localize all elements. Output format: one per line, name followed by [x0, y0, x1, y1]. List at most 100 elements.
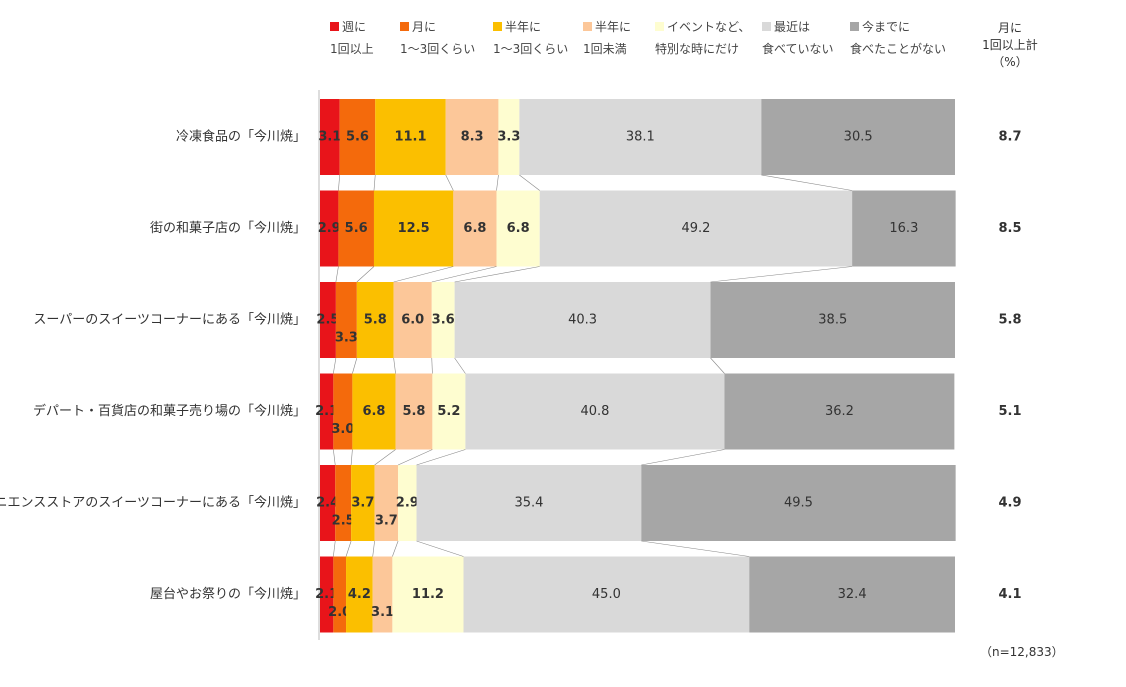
bar-segment: [749, 556, 955, 633]
value-label: 45.0: [592, 587, 621, 602]
category-label: スーパーのスイーツコーナーにある「今川焼」: [33, 312, 306, 328]
legend-label: 月に 1～3回くらい: [400, 20, 476, 56]
value-label: 2.9: [318, 221, 341, 236]
value-label: 6.8: [463, 221, 486, 236]
bar-segment: [333, 373, 353, 450]
connector: [454, 266, 540, 283]
value-label: 5.2: [437, 404, 460, 419]
bar-segment: [320, 556, 334, 633]
bar-segment: [641, 465, 956, 541]
value-label: 35.4: [514, 496, 543, 511]
value-label: 40.3: [568, 313, 597, 328]
value-label: 3.6: [432, 313, 455, 328]
value-label: 2.9: [396, 496, 419, 511]
bar-segment: [320, 465, 336, 541]
value-label: 36.2: [825, 404, 854, 419]
legend-item: 今までに 食べたことがない: [850, 16, 946, 60]
bar-segment: [372, 556, 393, 633]
category-label: デパート・百貨店の和菓子売り場の「今川焼」: [33, 403, 306, 419]
bar-segment: [335, 465, 352, 541]
legend-label: 最近は 食べていない: [762, 20, 834, 56]
bar-segment: [453, 190, 497, 267]
category-label: 街の和菓子店の「今川焼」: [150, 220, 306, 236]
total-value: 8.5: [998, 221, 1021, 236]
connector: [393, 357, 396, 374]
value-label: 2.1: [315, 587, 338, 602]
legend-label: 今までに 食べたことがない: [850, 20, 947, 56]
value-label: 2.5: [316, 313, 339, 328]
bar-segment: [496, 190, 540, 267]
value-label: 11.1: [394, 130, 426, 145]
value-label: 3.0: [331, 422, 354, 437]
value-label: 38.5: [818, 313, 847, 328]
total-value: 4.1: [998, 587, 1021, 602]
value-label: 6.8: [362, 404, 385, 419]
connector: [397, 449, 433, 466]
bar-segment: [373, 190, 454, 267]
legend-item: 週に 1回以上: [330, 16, 374, 60]
connector: [445, 174, 454, 191]
connector: [454, 357, 466, 374]
connector: [519, 174, 540, 191]
value-label: 6.8: [507, 221, 530, 236]
connector: [641, 540, 750, 557]
bar-segment: [320, 99, 340, 175]
value-label: 5.8: [364, 313, 387, 328]
bar-segment: [539, 190, 853, 267]
legend-swatch: [400, 22, 409, 31]
value-label: 30.5: [844, 130, 873, 145]
value-label: 4.2: [348, 587, 371, 602]
bar-segment: [498, 99, 520, 175]
connector: [333, 540, 336, 557]
bar-segment: [724, 373, 955, 450]
bar-segment: [338, 190, 374, 267]
value-label: 16.3: [889, 221, 918, 236]
value-label: 12.5: [398, 221, 430, 236]
legend-label: 半年に 1回未満: [583, 20, 632, 56]
bar-segment: [463, 556, 750, 633]
bar-segment: [398, 465, 417, 541]
legend-label: イベントなど、 特別な時にだけ: [655, 20, 751, 56]
bar-segment: [333, 556, 347, 633]
legend-label: 週に 1回以上: [330, 20, 374, 56]
value-label: 5.6: [345, 221, 368, 236]
value-label: 3.1: [371, 605, 394, 620]
bar-segment: [375, 99, 446, 175]
value-label: 49.2: [681, 221, 710, 236]
bar-segment: [392, 556, 464, 633]
connector: [356, 266, 375, 283]
legend-swatch: [850, 22, 859, 31]
legend-item: イベントなど、 特別な時にだけ: [655, 16, 750, 60]
bar-segment: [852, 190, 956, 267]
bar-segment: [335, 282, 357, 358]
legend-item: 月に 1～3回くらい: [400, 16, 475, 60]
connector: [496, 174, 499, 191]
connector: [431, 266, 497, 283]
value-label: 3.1: [318, 130, 341, 145]
total-header: 月に 1回以上計 （%）: [982, 21, 1038, 69]
bar-segment: [761, 99, 955, 175]
value-label: 3.7: [375, 514, 398, 529]
value-label: 2.1: [315, 404, 338, 419]
bar-segment: [356, 282, 394, 358]
legend-swatch: [583, 22, 592, 31]
value-label: 8.3: [461, 130, 484, 145]
connector: [350, 449, 353, 466]
value-label: 32.4: [838, 587, 867, 602]
total-value: 4.9: [998, 496, 1021, 511]
value-label: 2.0: [328, 605, 351, 620]
value-label: 2.5: [332, 514, 355, 529]
value-label: 6.0: [401, 313, 424, 328]
connector: [373, 174, 376, 191]
sample-note: （n=12,833）: [980, 645, 1064, 659]
legend-label: 半年に 1～3回くらい: [493, 20, 569, 56]
total-value: 5.1: [998, 404, 1021, 419]
category-label: 冷凍食品の「今川焼」: [176, 129, 306, 145]
bar-segment: [432, 373, 466, 450]
connector: [416, 449, 466, 466]
value-label: 3.3: [497, 130, 520, 145]
bar-segment: [454, 282, 711, 358]
bar-segment: [346, 556, 373, 633]
